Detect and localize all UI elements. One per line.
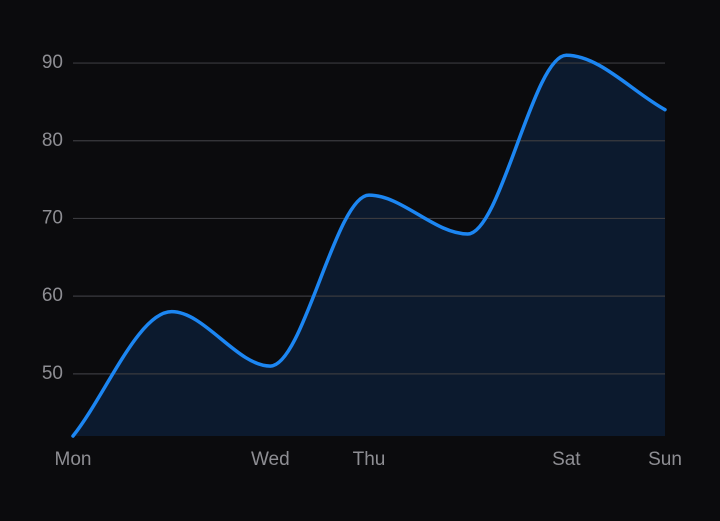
line [71,53,667,438]
x-tick-label: Wed [251,449,290,470]
y-tick-label: 90 [42,52,63,73]
x-tick-label: Sun [648,449,682,470]
y-tick-label: 70 [42,207,63,228]
y-tick-label: 60 [42,285,63,306]
x-tick-label: Sat [552,449,581,470]
area [73,55,665,437]
y-tick-label: 50 [42,363,63,384]
y-tick-label: 80 [42,130,63,151]
x-tick-label: Thu [353,449,386,470]
x-tick-label: Mon [55,449,92,470]
